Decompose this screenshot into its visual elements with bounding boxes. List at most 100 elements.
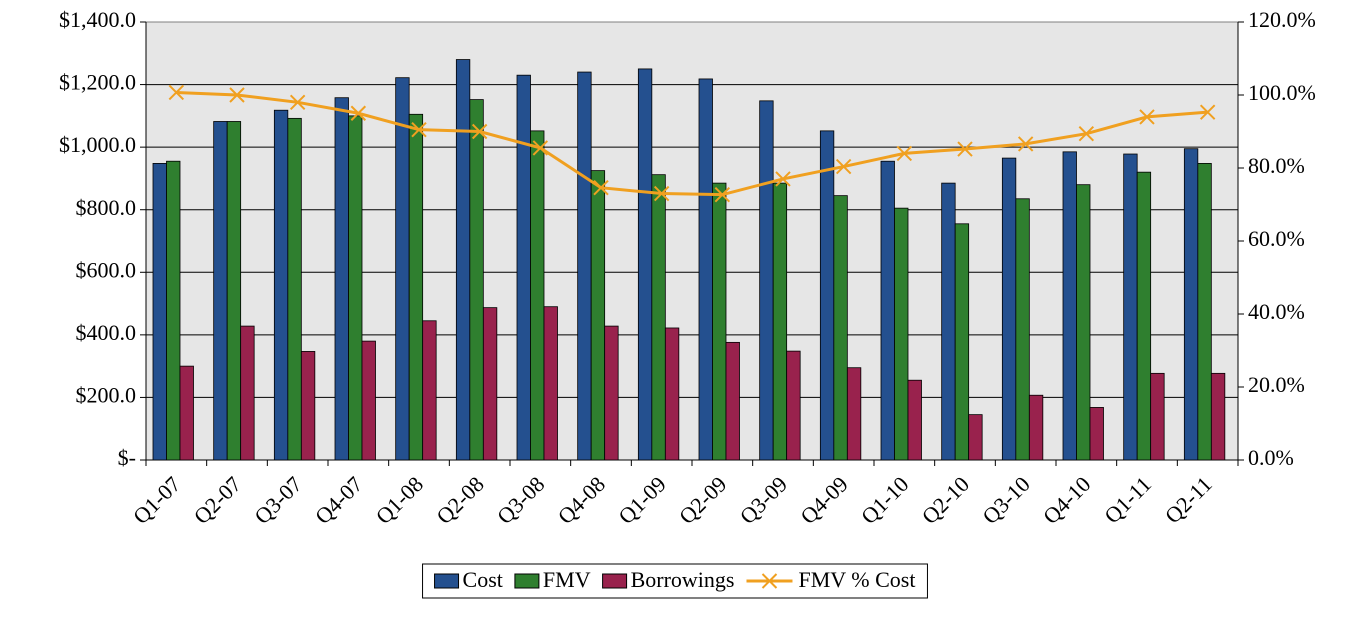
legend-label: Borrowings [631,567,735,592]
y-tick-label: $1,400.0 [59,7,136,32]
bar [1028,394,1044,461]
bar [786,350,801,461]
x-tick-label: Q1-08 [371,471,428,528]
legend: Cost FMV Borrowings FMV % Cost [422,563,928,599]
bar [226,121,242,461]
bar [880,160,895,461]
x-tick-label: Q3-07 [249,471,306,528]
marker [835,158,852,175]
bar [543,306,558,461]
bar [712,182,727,461]
bar [698,78,713,461]
bar [1123,153,1138,461]
bar [846,367,862,461]
bar [273,109,289,461]
marker [775,171,791,187]
marker [350,105,367,121]
bar [300,351,316,461]
marker [1199,104,1216,120]
legend-label: Cost [463,567,503,592]
bar [240,325,255,461]
legend-box [422,563,928,599]
legend-swatch [602,573,628,589]
y2-tick-label: 80.0% [1248,153,1305,178]
bar [651,174,666,461]
y2-tick-label: 120.0% [1248,7,1316,32]
y2-tick-label: 40.0% [1248,299,1305,324]
y-tick-label: $- [118,445,136,470]
bar [482,307,498,461]
legend-label: FMV % Cost [798,567,915,592]
bar [577,71,592,461]
x-tick-label: Q1-07 [128,471,185,528]
bar [530,130,545,461]
bar [1136,171,1152,461]
marker [593,180,609,196]
bar [334,97,349,461]
bar [894,207,909,461]
x-tick-label: Q4-08 [553,471,610,528]
bar [287,117,302,461]
marker [532,140,549,156]
bar [1015,198,1030,461]
marker [471,123,488,140]
bar [408,113,424,461]
y-tick-label: $400.0 [76,320,137,345]
x-tick-label: Q3-08 [492,471,549,528]
x-tick-label: Q4-10 [1038,471,1095,528]
bar [772,182,788,461]
bar [954,223,970,461]
x-tick-label: Q4-07 [310,471,367,528]
y-tick-label: $1,200.0 [59,70,136,95]
x-tick-label: Q2-11 [1160,471,1217,528]
x-tick-label: Q3-09 [735,471,792,528]
marker [229,87,245,103]
bar [968,414,983,461]
bar [725,341,740,461]
bar [422,320,437,461]
marker [1139,109,1155,125]
y2-tick-label: 0.0% [1248,445,1294,470]
x-tick-label: Q2-10 [917,471,974,528]
bar [1076,184,1091,461]
bar [1062,151,1077,461]
bar [455,59,471,461]
marker [411,121,427,138]
marker [168,84,185,101]
x-tick-label: Q1-09 [613,471,670,528]
x-tick-label: Q2-09 [674,471,731,528]
bar [361,340,376,461]
x-tick-label: Q2-07 [189,471,246,528]
y-tick-label: $800.0 [76,195,137,220]
x-tick-label: Q1-10 [856,471,913,528]
y2-tick-label: 60.0% [1248,226,1305,251]
line [176,90,1208,197]
bar [1001,157,1017,461]
bar [664,327,680,461]
x-tick-label: Q1-11 [1099,471,1156,528]
marker [1078,125,1095,142]
y-tick-label: $200.0 [76,382,137,407]
marker [896,145,913,162]
bar [179,365,194,461]
bar [152,163,167,461]
bar [1197,163,1212,461]
bar [469,99,484,461]
bar [833,195,848,461]
y2-tick-label: 100.0% [1248,80,1316,105]
plot-area [145,21,1239,461]
bar [1183,148,1199,461]
legend-swatch [514,573,540,589]
bar [1089,407,1104,461]
bar [1210,372,1226,461]
legend-marker [761,573,778,589]
x-tick-label: Q2-08 [431,471,488,528]
bar [348,115,363,461]
bar [941,182,956,461]
marker [714,186,731,203]
x-tick-label: Q3-10 [977,471,1034,528]
marker [957,141,973,157]
x-tick-label: Q4-09 [795,471,852,528]
legend-label: FMV [543,567,591,592]
bar [1150,372,1165,461]
